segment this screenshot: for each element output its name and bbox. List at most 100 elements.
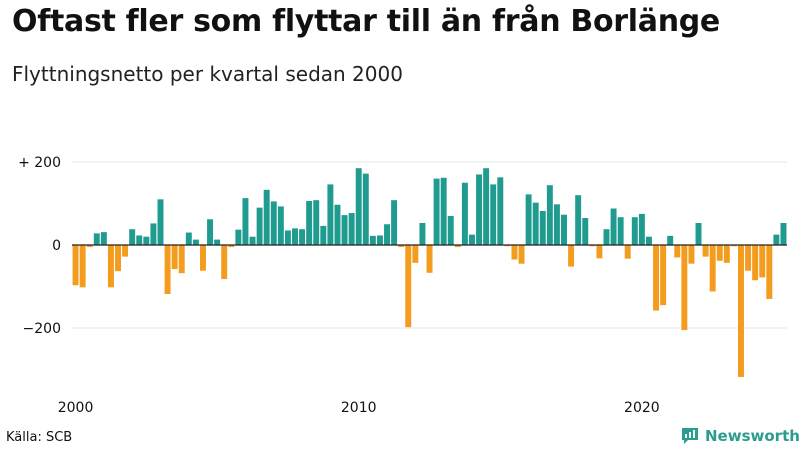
bar [292, 228, 298, 245]
y-tick-label: + 200 [18, 155, 61, 171]
bar [518, 245, 525, 264]
bar [93, 233, 100, 245]
bar [391, 200, 398, 245]
bar [568, 245, 575, 267]
bar [192, 239, 199, 245]
bar [582, 218, 589, 245]
bar [752, 245, 759, 281]
bar [688, 245, 695, 264]
x-tick-label: 2000 [58, 400, 94, 416]
bar [362, 173, 369, 245]
bar [702, 245, 709, 257]
bar [490, 184, 497, 245]
bars [72, 168, 787, 377]
bar [270, 201, 277, 245]
bar [476, 174, 483, 245]
bar [483, 168, 490, 245]
bar [171, 245, 178, 270]
bar [256, 207, 263, 245]
axes: + 200 0 −200 2000 2010 2020 [18, 155, 787, 416]
brand-logo: Newsworthy [680, 426, 800, 446]
bar [603, 229, 610, 245]
chart-title: Oftast fler som flyttar till än från Bor… [12, 4, 720, 39]
bar [596, 245, 603, 259]
bar [561, 214, 567, 245]
bar [525, 194, 532, 245]
bar [384, 224, 390, 245]
bar [334, 204, 341, 245]
bar [667, 235, 674, 245]
bar [115, 245, 121, 272]
bar [653, 245, 660, 311]
bar [306, 201, 313, 245]
bar [412, 245, 419, 263]
bar [107, 245, 114, 288]
bar [433, 178, 440, 245]
bar [617, 217, 624, 245]
bar [157, 199, 164, 245]
bar [624, 245, 631, 259]
bar [709, 245, 716, 292]
bar [341, 215, 348, 245]
bar [79, 245, 86, 288]
bar [575, 195, 582, 245]
bar [86, 245, 93, 248]
bar [497, 177, 504, 245]
bar [631, 217, 638, 245]
bar [469, 234, 475, 246]
bar [249, 236, 256, 245]
chart-subtitle: Flyttningsnetto per kvartal sedan 2000 [12, 62, 403, 86]
bar [723, 245, 730, 263]
source-note: Källa: SCB [6, 430, 73, 445]
bar [638, 213, 645, 246]
bar [461, 182, 468, 245]
bar [419, 223, 426, 245]
bar [242, 198, 249, 245]
bar [199, 245, 206, 271]
y-tick-label: 0 [52, 238, 61, 254]
bar [221, 245, 228, 280]
bar [136, 235, 143, 245]
bar [214, 239, 221, 245]
bar [150, 223, 157, 245]
bar [72, 245, 79, 286]
bar [313, 200, 320, 245]
bar [263, 189, 270, 246]
bar [327, 184, 334, 245]
bar [759, 245, 766, 278]
bar [284, 230, 291, 245]
bar [122, 245, 129, 257]
bar [532, 202, 539, 245]
x-tick-label: 2020 [624, 400, 660, 416]
bar [780, 223, 787, 245]
bar [185, 232, 192, 245]
bar [355, 168, 362, 245]
bar [143, 236, 150, 245]
bar [745, 245, 752, 271]
bar [645, 236, 652, 245]
bar [228, 245, 235, 248]
bar [610, 208, 617, 245]
bar [348, 213, 355, 245]
brand-name: Newsworthy [705, 427, 800, 445]
bar [207, 219, 214, 245]
bar [178, 245, 185, 274]
bar [235, 229, 242, 245]
bar [674, 245, 681, 258]
bar [766, 245, 773, 299]
bar [716, 245, 723, 261]
grid-lines [72, 161, 787, 329]
bar [369, 235, 376, 245]
bar [129, 229, 136, 245]
bar [773, 234, 780, 246]
bar [447, 215, 454, 245]
newsworthy-logo-icon [682, 428, 698, 444]
bar [100, 232, 107, 245]
bar [398, 245, 405, 248]
bar [426, 245, 433, 273]
bar [164, 245, 171, 294]
bar [405, 245, 412, 328]
bar [454, 245, 461, 248]
bar [299, 229, 306, 245]
